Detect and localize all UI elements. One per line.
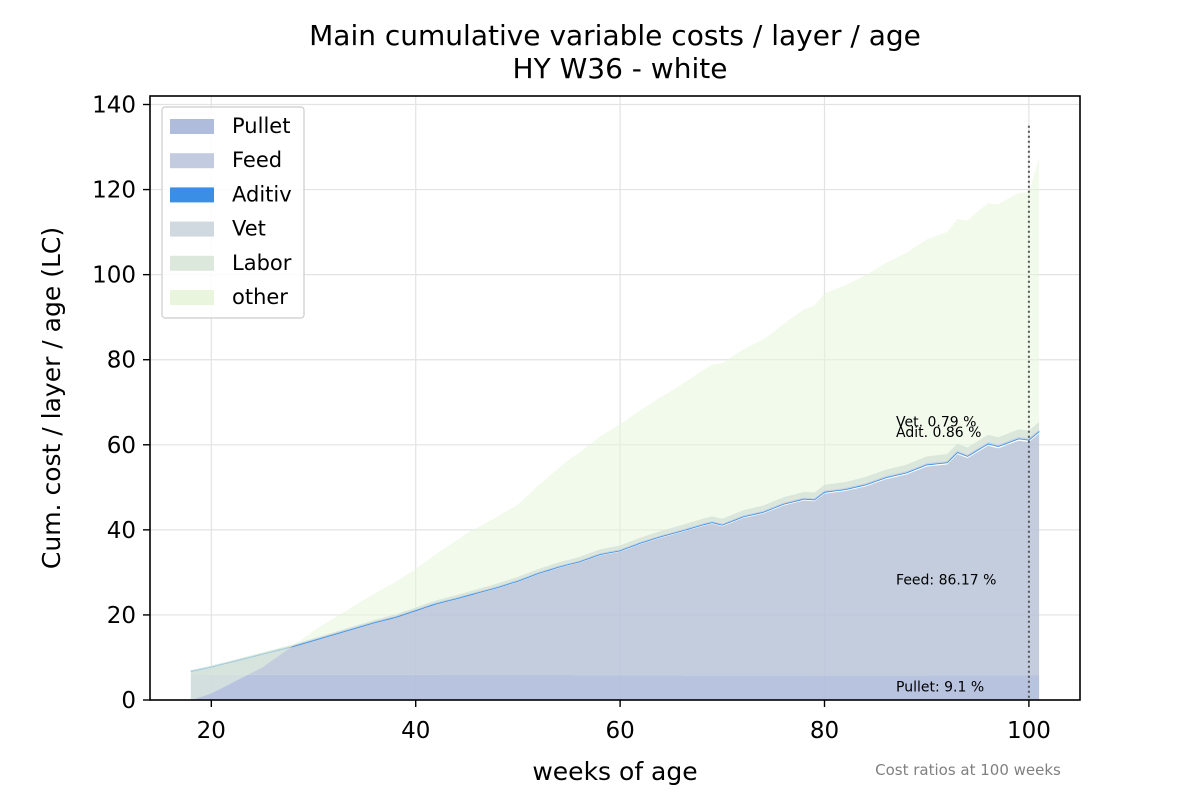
x-tick-label: 100 <box>1007 718 1051 744</box>
y-tick-label: 40 <box>107 518 136 544</box>
legend-swatch-other <box>170 290 214 305</box>
legend-swatch-vet <box>170 221 214 237</box>
chart-subtitle: HY W36 - white <box>513 52 728 85</box>
annotation: Vet. 0.79 % <box>896 414 976 430</box>
annotations: Vet. 0.79 %Adit. 0.86 % Feed: 86.17 % Pull… <box>896 414 996 695</box>
y-tick-label: 120 <box>92 178 136 204</box>
series-vet <box>190 429 1040 672</box>
annotation: Pullet: 9.1 % <box>896 679 984 695</box>
x-tick-label: 60 <box>605 718 634 744</box>
chart-title: Main cumulative variable costs / layer /… <box>309 19 921 52</box>
series-other <box>190 158 1040 701</box>
footnote: Cost ratios at 100 weeks <box>875 761 1061 779</box>
series-pullet <box>190 674 1040 700</box>
legend-swatch-feed <box>170 153 214 169</box>
legend-label-other: other <box>232 285 288 309</box>
x-axis-label: weeks of age <box>532 757 697 786</box>
legend-label-vet: Vet <box>232 217 266 241</box>
y-tick-label: 80 <box>107 348 136 374</box>
legend: Pullet Feed Aditiv Vet Labor other <box>161 106 305 319</box>
y-tick-label: 20 <box>107 603 136 629</box>
legend-label-feed: Feed <box>232 148 282 172</box>
y-tick-label: 100 <box>92 263 136 289</box>
legend-label-aditiv: Aditiv <box>232 182 292 206</box>
y-axis: 0 20 40 60 80 100 120 140 <box>92 93 150 714</box>
y-axis-label: Cum. cost / layer / age (LC) <box>37 227 66 569</box>
x-tick-label: 20 <box>197 718 226 744</box>
legend-swatch-aditiv <box>170 187 214 203</box>
annotation: Feed: 86.17 % <box>896 573 996 589</box>
x-tick-label: 80 <box>810 718 839 744</box>
annotation: Adit. 0.86 % <box>896 425 981 441</box>
y-tick-label: 0 <box>121 688 136 714</box>
plot-frame <box>149 95 1081 701</box>
legend-swatch-labor <box>170 255 214 271</box>
legend-label-labor: Labor <box>232 251 292 275</box>
legend-label-pullet: Pullet <box>232 114 290 138</box>
y-tick-label: 140 <box>92 93 136 119</box>
y-tick-label: 60 <box>107 433 136 459</box>
series-labor <box>190 421 1040 672</box>
plot-area <box>190 158 1040 701</box>
x-axis: 20 40 60 80 100 <box>197 700 1051 744</box>
series-feed <box>190 433 1040 676</box>
legend-swatch-pullet <box>170 119 214 134</box>
x-tick-label: 40 <box>401 718 430 744</box>
